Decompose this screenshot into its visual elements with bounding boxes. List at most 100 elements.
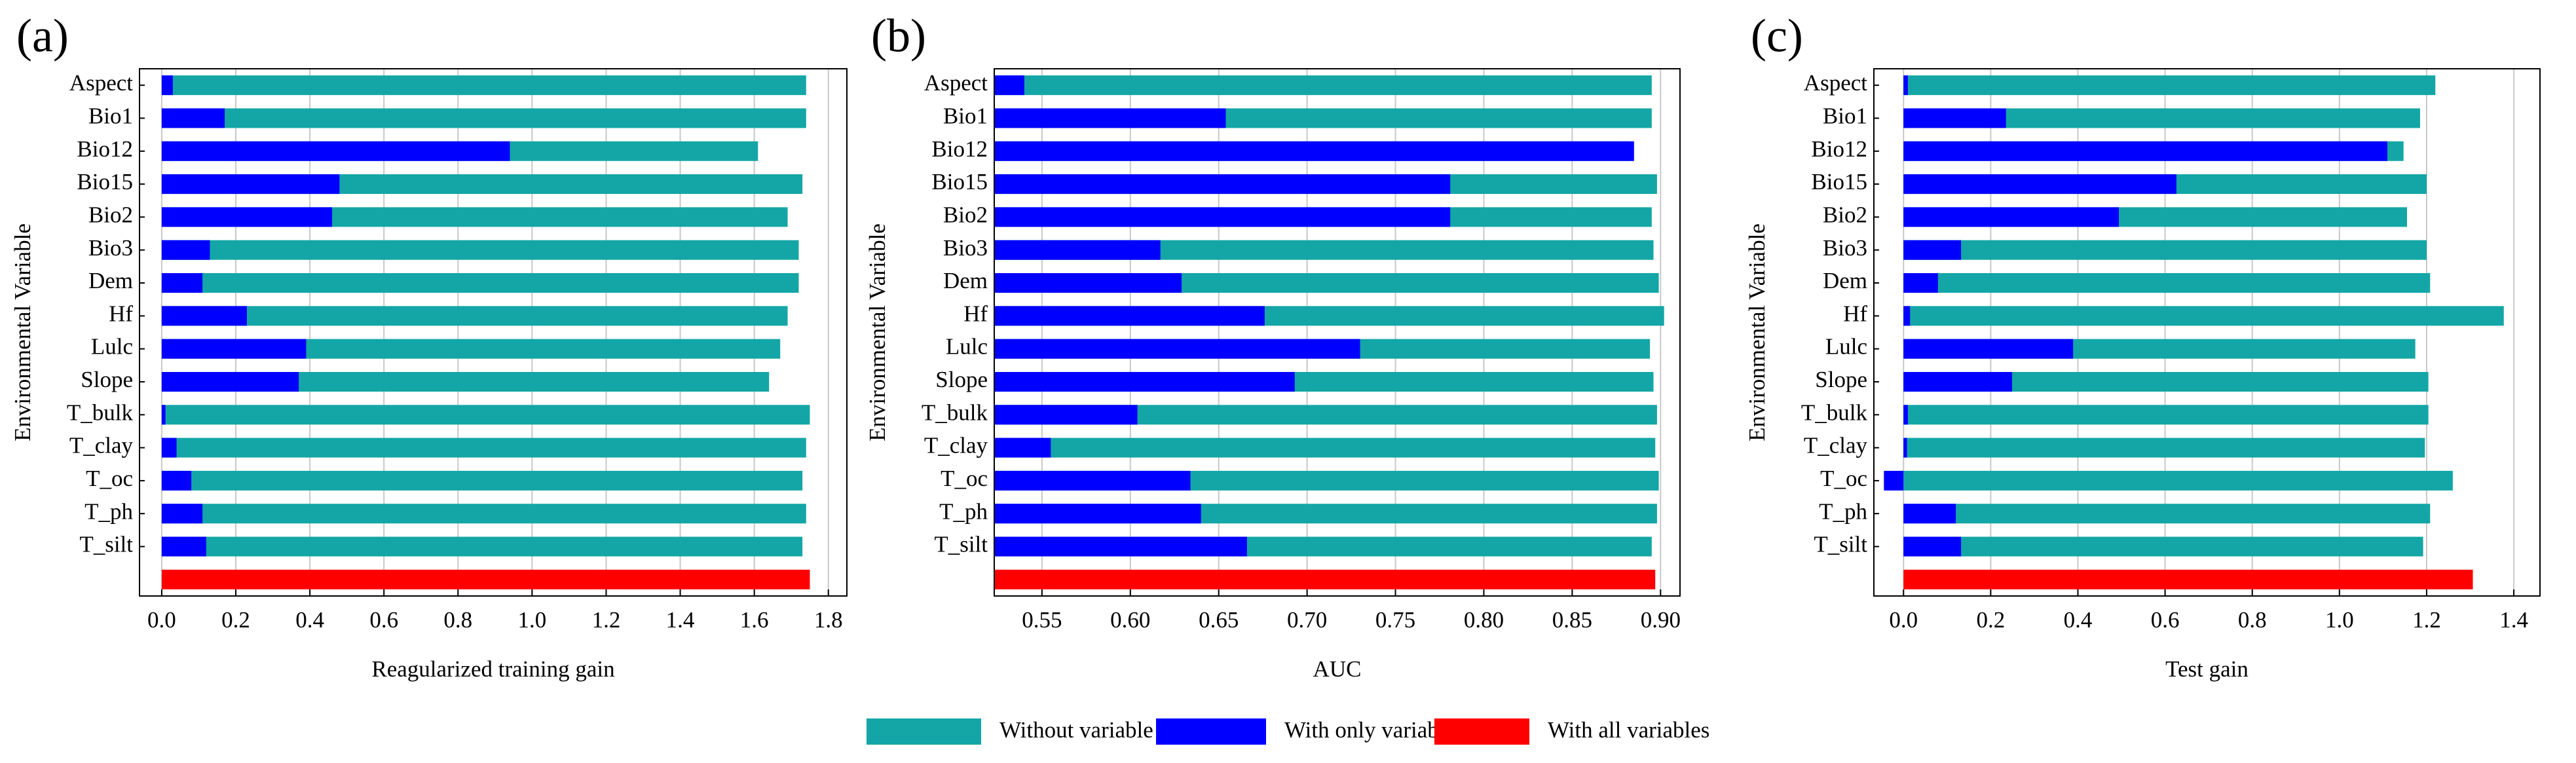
x-tick-label: 0.55 (1022, 607, 1062, 633)
panel-label: (b) (871, 10, 926, 62)
y-tick-label: Bio3 (943, 235, 988, 261)
bar (994, 536, 1247, 557)
bar (1903, 273, 2431, 293)
bar (161, 470, 192, 491)
y-tick-label: Bio1 (943, 103, 988, 129)
bar (994, 75, 1024, 96)
bar (1903, 306, 2504, 326)
y-tick-label: Lulc (946, 334, 988, 360)
y-tick-label: Bio12 (77, 136, 133, 162)
bar (161, 273, 203, 293)
y-tick-label: Dem (88, 268, 133, 293)
bar (161, 536, 803, 557)
y-tick-label: T_silt (1814, 532, 1867, 557)
bar (161, 437, 177, 458)
legend-swatch (1434, 718, 1529, 745)
y-tick-label: T_bulk (1801, 400, 1868, 425)
y-tick-label: Bio15 (1811, 169, 1867, 195)
y-tick-label: Bio2 (943, 202, 988, 227)
x-tick-label: 1.2 (592, 607, 621, 633)
legend-swatch (1156, 718, 1266, 745)
x-tick-label: 0.80 (1464, 607, 1504, 633)
y-tick-label: Slope (935, 367, 988, 392)
y-tick-label: Hf (109, 301, 133, 326)
bar (1903, 240, 1962, 260)
bar (1903, 141, 2388, 161)
x-tick-label: 0.0 (147, 607, 176, 633)
bar (994, 141, 1634, 161)
y-axis-label: Environmental Variable (865, 223, 890, 441)
x-tick-label: 0.8 (2238, 607, 2267, 633)
bar (161, 569, 810, 589)
y-tick-label: T_ph (84, 498, 133, 524)
bar (1903, 75, 1908, 96)
bar (1903, 536, 1962, 557)
x-tick-label: 1.8 (814, 607, 843, 633)
bar (1903, 569, 2473, 589)
x-tick-label: 0.0 (1889, 607, 1918, 633)
bar (1903, 75, 2436, 96)
bar (994, 437, 1656, 458)
y-tick-label: Hf (963, 301, 988, 326)
legend-label: With all variables (1548, 717, 1709, 743)
bar (161, 437, 806, 458)
bar (161, 405, 166, 425)
x-axis-label: Test gain (2165, 656, 2249, 682)
x-tick-label: 0.75 (1375, 607, 1415, 633)
bar (1903, 371, 2012, 392)
x-tick-label: 0.6 (2151, 607, 2180, 633)
x-tick-label: 1.0 (517, 607, 546, 633)
bar (1903, 273, 1938, 293)
x-tick-label: 0.4 (2064, 607, 2093, 633)
bar (994, 437, 1051, 458)
y-tick-label: Aspect (1804, 70, 1867, 96)
y-tick-label: Dem (1823, 268, 1867, 293)
bar (161, 207, 333, 227)
y-tick-label: Lulc (1825, 334, 1867, 360)
y-tick-label: T_silt (934, 532, 988, 557)
bar (161, 371, 299, 392)
y-tick-label: T_clay (69, 433, 134, 458)
bar (1903, 306, 1911, 326)
bar (1903, 536, 2423, 557)
x-tick-label: 0.90 (1641, 607, 1681, 633)
bar (161, 240, 210, 260)
bar (1903, 207, 2119, 227)
bar (161, 339, 307, 359)
plot-frame (139, 68, 848, 597)
y-tick-label: Slope (81, 367, 133, 392)
bar (161, 108, 806, 128)
y-tick-label: Bio2 (1823, 202, 1867, 227)
bar (994, 108, 1226, 128)
y-tick-label: Aspect (924, 70, 988, 96)
bar (1903, 405, 1908, 425)
bar (161, 504, 806, 524)
x-tick-label: 1.4 (666, 607, 695, 633)
y-tick-label: T_oc (941, 466, 988, 491)
y-tick-label: T_clay (1804, 433, 1868, 458)
y-axis-label: Environmental Variable (1744, 223, 1770, 441)
x-tick-label: 0.4 (295, 607, 324, 633)
x-tick-label: 0.2 (221, 607, 250, 633)
plot-frame (1873, 68, 2541, 597)
y-tick-label: Bio12 (1811, 136, 1867, 162)
bar (994, 569, 1656, 589)
x-tick-label: 0.60 (1110, 607, 1150, 633)
bar (1903, 437, 2425, 458)
y-tick-label: Lulc (91, 334, 133, 360)
bar (994, 240, 1161, 260)
y-tick-label: Bio15 (77, 169, 133, 195)
x-tick-label: 1.4 (2499, 607, 2528, 633)
y-tick-label: Bio2 (88, 202, 133, 227)
bar (1903, 108, 2006, 128)
x-tick-label: 0.65 (1199, 607, 1239, 633)
bar (994, 470, 1191, 491)
x-tick-label: 0.70 (1287, 607, 1327, 633)
y-tick-label: Aspect (69, 70, 133, 96)
x-axis-label: AUC (1313, 656, 1362, 682)
bar (161, 405, 810, 425)
y-tick-label: Bio1 (88, 103, 133, 129)
y-tick-label: T_ph (1819, 498, 1867, 524)
